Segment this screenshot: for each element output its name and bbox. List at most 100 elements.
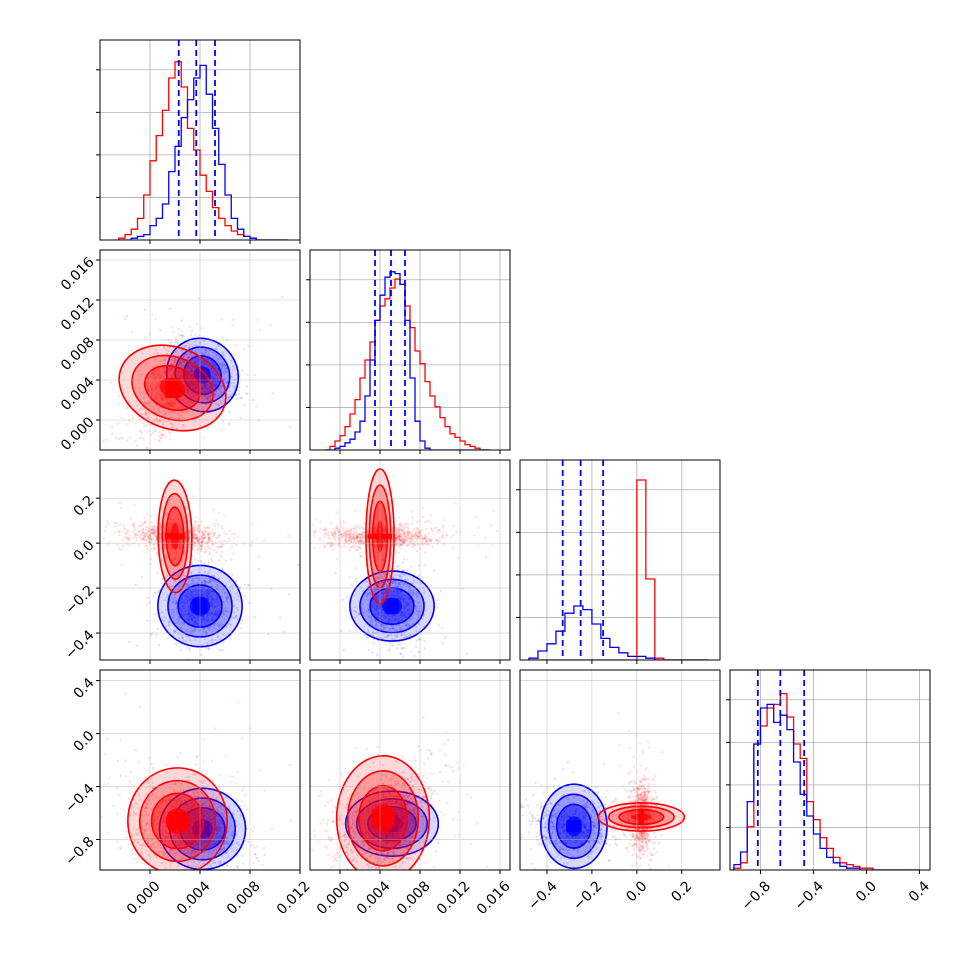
scatter-point (154, 535, 156, 537)
scatter-point (237, 666, 239, 668)
scatter-point (202, 544, 204, 546)
scatter-point (267, 633, 269, 635)
scatter-point (130, 517, 132, 519)
scatter-point (141, 532, 143, 534)
scatter-point (176, 342, 178, 344)
scatter-point (398, 517, 400, 519)
scatter-point (145, 529, 147, 531)
scatter-point (91, 402, 93, 404)
scatter-point (332, 548, 334, 550)
scatter-point (194, 333, 196, 335)
scatter-point (238, 585, 240, 587)
scatter-point (207, 533, 209, 535)
scatter-point (129, 437, 131, 439)
scatter-point (349, 677, 351, 679)
scatter-point (231, 573, 233, 575)
scatter-point (135, 440, 137, 442)
scatter-point (202, 533, 204, 535)
scatter-point (129, 534, 131, 536)
scatter-point (143, 439, 145, 441)
scatter-point (164, 436, 166, 438)
scatter-point (145, 446, 147, 448)
scatter-point (231, 324, 233, 326)
scatter-point (368, 649, 370, 651)
scatter-point (124, 489, 126, 491)
scatter-point (111, 426, 113, 428)
scatter-point (401, 647, 403, 649)
scatter-point (423, 640, 425, 642)
scatter-point (114, 525, 116, 527)
scatter-point (186, 646, 188, 648)
scatter-point (403, 647, 405, 649)
scatter-point (120, 548, 122, 550)
scatter-point (269, 324, 271, 326)
scatter-point (145, 424, 147, 426)
scatter-point (144, 539, 146, 541)
scatter-point (441, 627, 443, 629)
scatter-point (125, 407, 127, 409)
scatter-point (343, 545, 345, 547)
scatter-point (140, 539, 142, 541)
scatter-point (154, 438, 156, 440)
scatter-point (153, 541, 155, 543)
scatter-point (374, 667, 376, 669)
scatter-point (158, 644, 160, 646)
scatter-point (154, 514, 156, 516)
scatter-point (157, 678, 159, 680)
scatter-point (444, 636, 446, 638)
scatter-point (333, 536, 335, 538)
scatter-point (440, 590, 442, 592)
scatter-point (255, 538, 257, 540)
scatter-point (417, 575, 419, 577)
scatter-point (137, 534, 139, 536)
scatter-point (201, 530, 203, 532)
scatter-point (210, 558, 212, 560)
scatter-point (196, 549, 198, 551)
scatter-point (146, 545, 148, 547)
scatter-point (204, 562, 206, 564)
scatter-point (142, 539, 144, 541)
scatter-point (223, 531, 225, 533)
density-core-red (165, 533, 185, 539)
scatter-point (252, 399, 254, 401)
scatter-point (398, 643, 400, 645)
scatter-point (238, 392, 240, 394)
scatter-point (156, 572, 158, 574)
scatter-point (114, 522, 116, 524)
scatter-point (134, 584, 136, 586)
scatter-point (437, 599, 439, 601)
scatter-point (200, 560, 202, 562)
scatter-point (319, 521, 321, 523)
scatter-point (221, 551, 223, 553)
scatter-point (208, 537, 210, 539)
scatter-point (66, 531, 68, 533)
scatter-point (425, 521, 427, 523)
scatter-point (258, 556, 260, 558)
scatter-point (204, 548, 206, 550)
scatter-point (221, 528, 223, 530)
scatter-point (143, 452, 145, 454)
scatter-point (188, 672, 190, 674)
scatter-point (121, 564, 123, 566)
scatter-point (193, 534, 195, 536)
scatter-point (92, 525, 94, 527)
scatter-point (203, 336, 205, 338)
scatter-point (402, 562, 404, 564)
scatter-point (186, 337, 188, 339)
scatter-point (119, 502, 121, 504)
scatter-point (220, 545, 222, 547)
scatter-point (234, 533, 236, 535)
scatter-point (119, 462, 121, 464)
scatter-point (155, 660, 157, 662)
scatter-point (417, 638, 419, 640)
density-core-blue (386, 598, 399, 613)
scatter-point (158, 435, 160, 437)
scatter-point (195, 340, 197, 342)
scatter-point (120, 417, 122, 419)
scatter-point (152, 537, 154, 539)
scatter-point (423, 564, 425, 566)
scatter-point (147, 597, 149, 599)
scatter-point (442, 526, 444, 528)
